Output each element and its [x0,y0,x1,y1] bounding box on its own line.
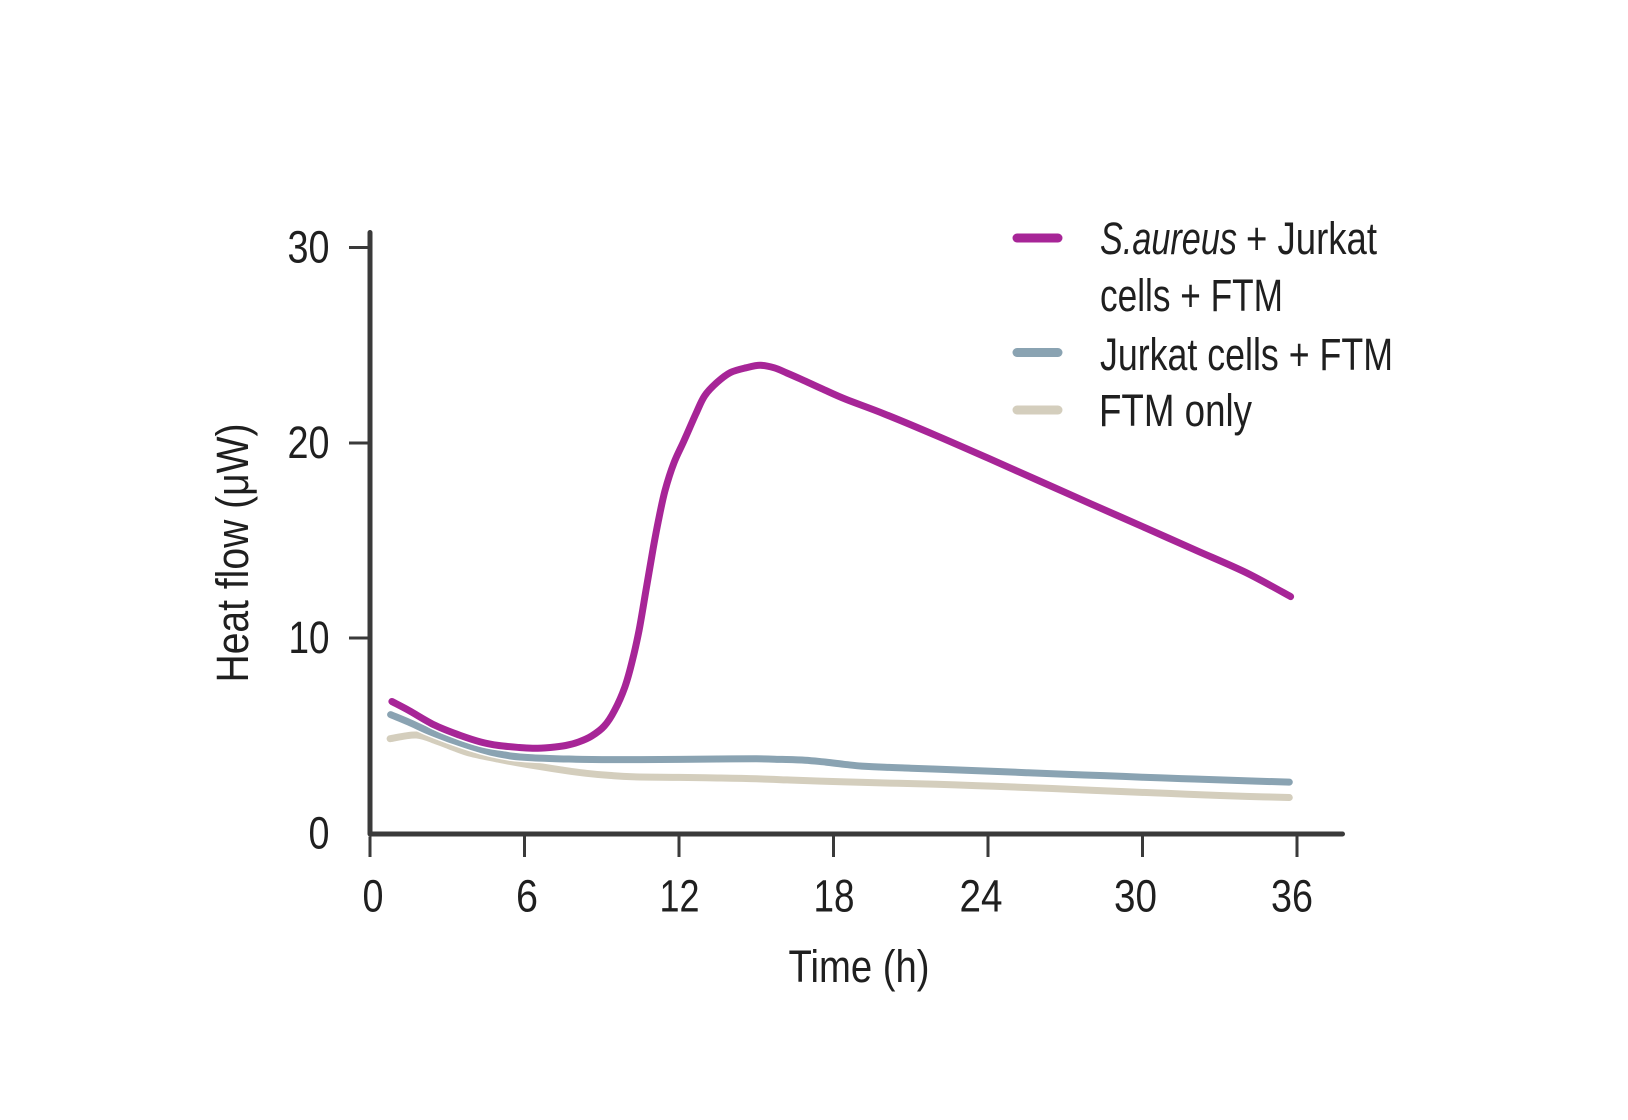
svg-text:0: 0 [363,871,384,922]
svg-text:6: 6 [516,871,538,922]
svg-text:Time (h): Time (h) [789,941,930,992]
svg-text:0: 0 [309,808,330,859]
svg-text:Heat flow (μW): Heat flow (μW) [207,424,258,683]
svg-text:30: 30 [288,222,330,273]
svg-text:30: 30 [1114,871,1157,922]
svg-text:10: 10 [289,612,330,663]
svg-text:cells + FTM: cells + FTM [1100,270,1283,321]
svg-text:24: 24 [960,871,1003,922]
svg-text:18: 18 [814,871,855,922]
svg-text:36: 36 [1271,871,1313,922]
svg-text:Jurkat cells + FTM: Jurkat cells + FTM [1100,329,1393,380]
svg-text:20: 20 [288,417,330,468]
svg-text:+ Jurkat: + Jurkat [1246,213,1377,264]
svg-text:FTM only: FTM only [1099,385,1252,436]
svg-text:12: 12 [660,871,700,922]
svg-text:S.aureus: S.aureus [1100,213,1237,264]
